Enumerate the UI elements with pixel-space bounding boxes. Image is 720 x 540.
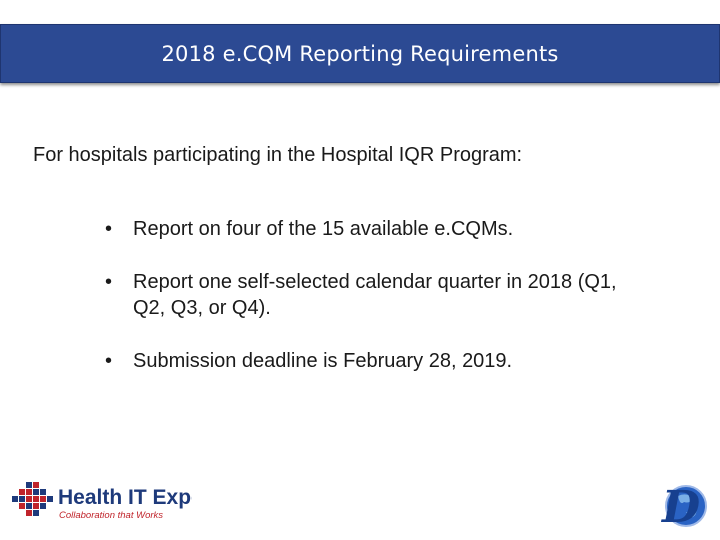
bullet-marker: • bbox=[105, 271, 113, 293]
slide-title: 2018 e.CQM Reporting Requirements bbox=[161, 41, 559, 66]
bullet-text: Report on four of the 15 available e.CQM… bbox=[133, 218, 514, 240]
list-item: • Report on four of the 15 available e.C… bbox=[105, 216, 625, 242]
bullet-list: • Report on four of the 15 available e.C… bbox=[105, 216, 625, 401]
list-item: • Report one self-selected calendar quar… bbox=[105, 269, 625, 321]
bullet-marker: • bbox=[105, 218, 113, 240]
health-it-expo-logo: Health IT Expo Collaboration that Works bbox=[12, 482, 192, 521]
svg-text:Health IT Expo: Health IT Expo bbox=[58, 486, 192, 509]
intro-text: For hospitals participating in the Hospi… bbox=[33, 144, 523, 166]
d-globe-logo: D bbox=[660, 482, 707, 532]
bullet-text: Report one self-selected calendar quarte… bbox=[133, 271, 617, 319]
svg-text:Collaboration that Works: Collaboration that Works bbox=[59, 510, 163, 521]
title-bar: 2018 e.CQM Reporting Requirements bbox=[0, 24, 720, 83]
list-item: • Submission deadline is February 28, 20… bbox=[105, 348, 625, 374]
bullet-marker: • bbox=[105, 350, 113, 372]
cross-mosaic-icon bbox=[12, 482, 53, 516]
bullet-text: Submission deadline is February 28, 2019… bbox=[133, 350, 513, 372]
svg-text:D: D bbox=[660, 482, 700, 532]
